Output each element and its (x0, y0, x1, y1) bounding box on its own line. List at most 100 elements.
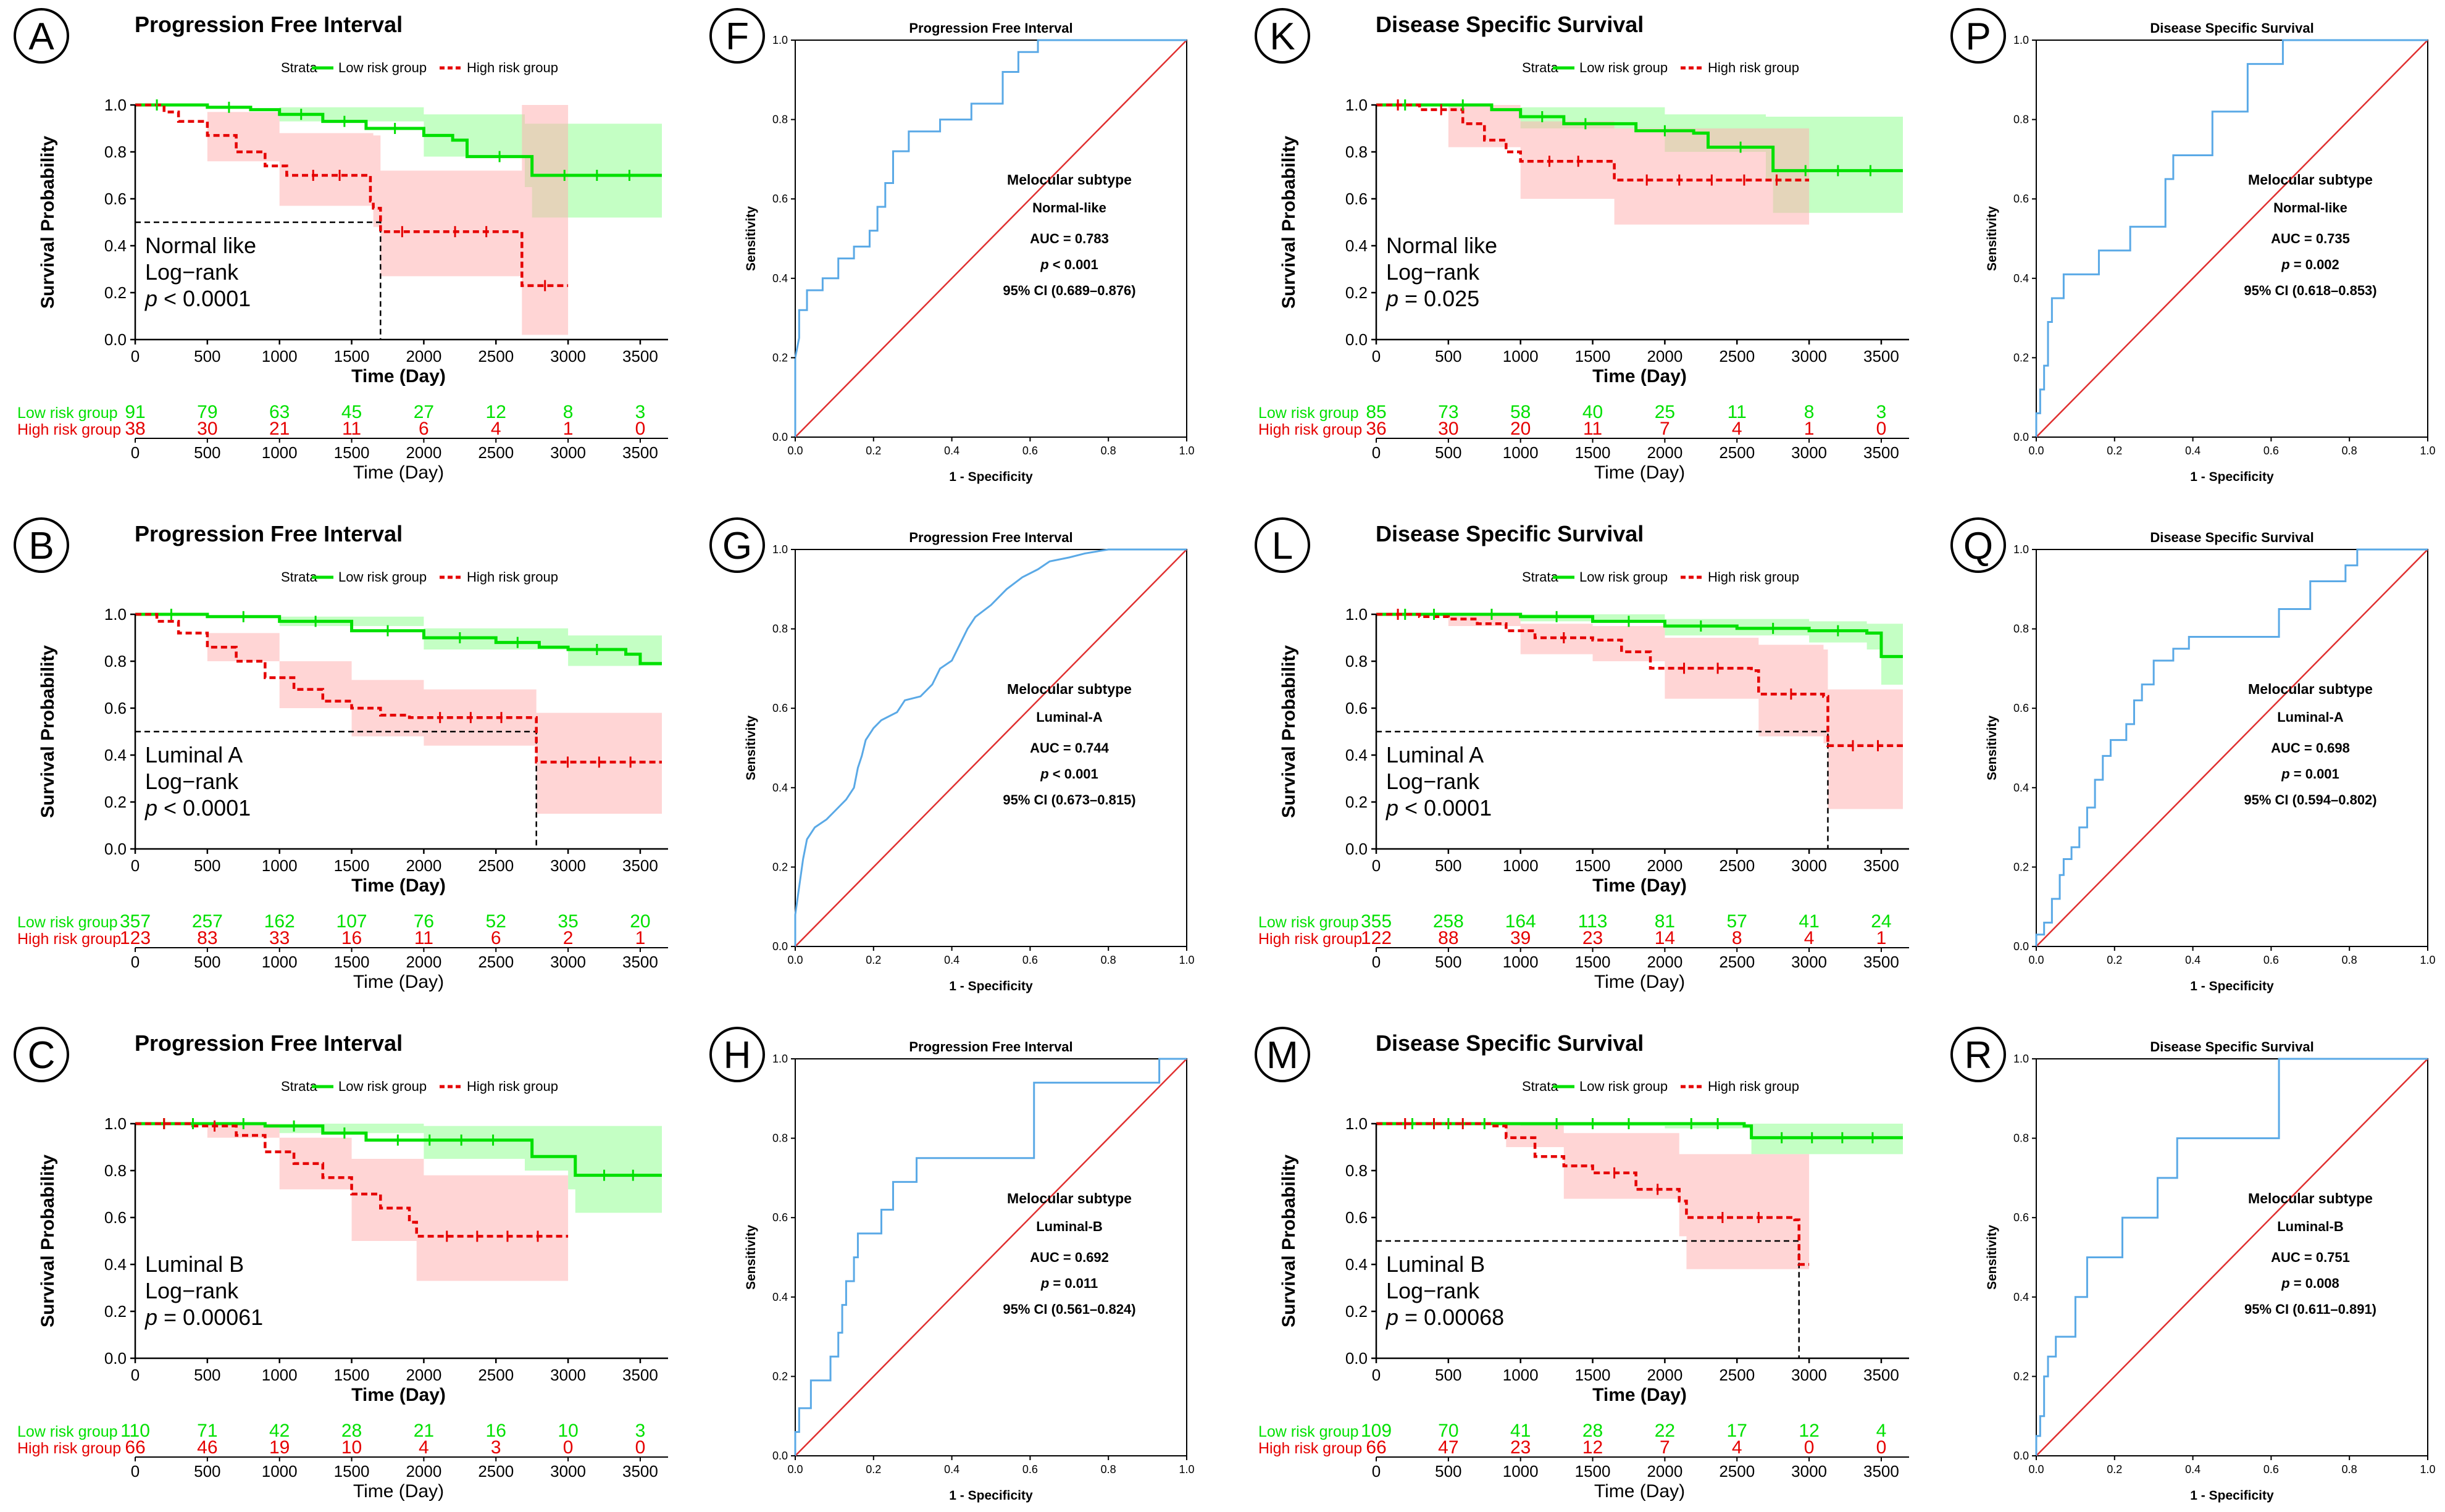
risk-high-count: 38 (125, 419, 145, 439)
y-tick-label: 0.8 (104, 652, 127, 670)
panel-letter-text: B (28, 525, 54, 567)
x-tick-label: 1500 (334, 1366, 370, 1384)
y-tick-label: 0.0 (1345, 840, 1368, 858)
x-tick-label: 0.4 (2185, 1463, 2200, 1476)
risk-low-count: 81 (1655, 911, 1675, 932)
roc-frame (795, 40, 1187, 438)
risk-x-tick-label: 2000 (406, 443, 441, 462)
x-tick-label: 1000 (1503, 347, 1539, 365)
annotation-test: Log−rank (1386, 1278, 1480, 1303)
y-tick-label: 0.2 (104, 1302, 127, 1321)
annotation-pvalue: p = 0.025 (1386, 286, 1479, 311)
risk-low-count: 110 (120, 1421, 150, 1441)
x-tick-label: 500 (1435, 347, 1461, 365)
risk-low-count: 3 (1876, 402, 1887, 422)
legend-high-label: High risk group (467, 1079, 558, 1094)
x-tick-label: 0.4 (944, 445, 959, 457)
x-axis-label: Time (Day) (1592, 366, 1687, 386)
km-panel-m: Disease Specific Survival Strata Low risk … (1258, 1030, 1909, 1502)
x-tick-label: 2500 (1719, 347, 1755, 365)
legend-high-label: High risk group (467, 569, 558, 585)
annotation-pvalue: p = 0.008 (2281, 1276, 2339, 1291)
risk-low-count: 12 (486, 402, 506, 422)
x-tick-label: 0 (1372, 347, 1381, 365)
low-risk-ci-band (1376, 614, 1903, 685)
x-tick-label: 0.4 (2185, 445, 2200, 457)
x-axis-label: Time (Day) (351, 875, 446, 896)
risk-x-tick-label: 500 (194, 1462, 220, 1481)
km-title: Disease Specific Survival (1376, 12, 1644, 37)
annotation-pvalue: p = 0.011 (1040, 1276, 1098, 1291)
x-tick-label: 2500 (478, 1366, 514, 1384)
annotation-p-value: < 0.001 (1049, 257, 1098, 272)
annotation-pvalue: p < 0.0001 (144, 795, 251, 821)
risk-x-tick-label: 3000 (1791, 443, 1827, 462)
median-survival-line (1376, 730, 1829, 849)
annotation-subtype-label: Melocular subtype (2248, 172, 2373, 188)
km-title: Disease Specific Survival (1376, 1030, 1644, 1056)
risk-x-tick-label: 500 (1435, 443, 1461, 462)
panel-letter-circle (709, 517, 765, 573)
y-tick-label: 0.2 (1345, 793, 1368, 811)
y-tick-label: 0.2 (1345, 283, 1368, 302)
x-axis-label: 1 - Specificity (949, 1489, 1033, 1503)
y-axis-label: Sensitivity (1985, 206, 1999, 271)
risk-high-count: 0 (635, 1437, 646, 1458)
risk-x-tick-label: 3000 (550, 953, 586, 971)
x-tick-label: 0.2 (866, 1463, 881, 1476)
panel-letter-text: A (28, 15, 54, 58)
risk-x-tick-label: 1500 (1575, 443, 1611, 462)
risk-low-count: 258 (1433, 911, 1464, 932)
annotation-subtype: Luminal-A (2277, 709, 2344, 725)
legend-low-label: Low risk group (338, 569, 427, 585)
legend-low-label: Low risk group (1579, 569, 1668, 585)
x-tick-label: 3500 (622, 1366, 658, 1384)
y-tick-label: 0.2 (772, 861, 788, 873)
panel-letter-r: R (1950, 1027, 2006, 1082)
x-tick-label: 1000 (262, 856, 298, 875)
annotation-ci: 95% CI (0.673–0.815) (1003, 792, 1135, 808)
risk-high-count: 7 (1660, 419, 1670, 439)
risk-high-count: 11 (342, 419, 361, 439)
annotation-subtype: Normal like (1386, 233, 1497, 258)
y-tick-label: 0.8 (1345, 1161, 1368, 1180)
panel-letter-k: K (1255, 8, 1310, 64)
high-risk-curve (135, 612, 662, 764)
km-panel-b: Progression Free Interval Strata Low risk … (17, 521, 668, 992)
y-tick-label: 0.4 (772, 1291, 788, 1303)
panel-letter-b: B (14, 517, 69, 573)
risk-x-tick-label: 2000 (1647, 1462, 1682, 1481)
risk-high-count: 4 (491, 419, 501, 439)
x-tick-label: 500 (194, 856, 220, 875)
risk-x-tick-label: 1000 (262, 443, 298, 462)
risk-low-count: 162 (264, 911, 295, 932)
risk-low-label: Low risk group (17, 914, 118, 931)
risk-x-tick-label: 0 (131, 443, 140, 462)
risk-high-count: 46 (197, 1437, 217, 1458)
x-tick-label: 1.0 (2420, 1463, 2435, 1476)
roc-curve (794, 548, 1187, 946)
legend-title: Strata (1522, 569, 1558, 585)
risk-high-count: 14 (1655, 928, 1675, 948)
risk-low-count: 57 (1727, 911, 1747, 932)
panel-letter-text: H (724, 1034, 751, 1077)
risk-x-tick-label: 500 (194, 443, 220, 462)
panel-letter-text: F (725, 15, 749, 58)
high-risk-ci-band (1376, 614, 1903, 809)
panel-letter-text: P (1965, 15, 1991, 58)
risk-high-count: 16 (341, 928, 362, 948)
roc-title: Progression Free Interval (909, 20, 1072, 36)
x-tick-label: 1000 (262, 1366, 298, 1384)
risk-x-tick-label: 3500 (1863, 443, 1899, 462)
x-tick-label: 0.2 (2107, 445, 2122, 457)
x-tick-label: 0.6 (2263, 954, 2279, 966)
risk-high-count: 123 (120, 928, 151, 948)
y-tick-label: 0.8 (772, 114, 788, 126)
roc-annotation: Melocular subtype Normal-like AUC = 0.735 p… (2244, 172, 2376, 298)
y-axis-label: Sensitivity (1985, 716, 1999, 780)
high-risk-curve (135, 1122, 569, 1238)
annotation-pvalue: p < 0.0001 (144, 286, 251, 311)
risk-low-label: Low risk group (1258, 404, 1359, 422)
risk-low-count: 85 (1366, 402, 1386, 422)
annotation-pvalue: p = 0.00061 (144, 1305, 263, 1330)
